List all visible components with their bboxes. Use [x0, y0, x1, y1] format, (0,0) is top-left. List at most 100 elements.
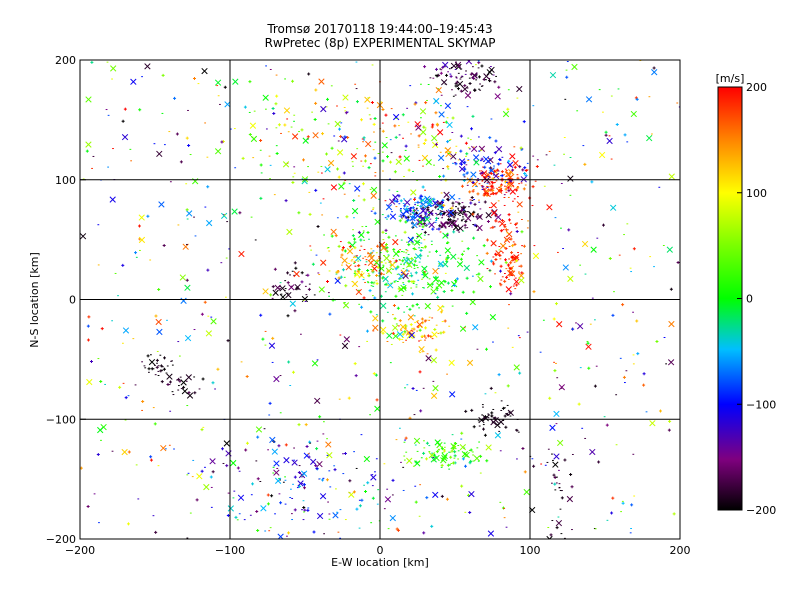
data-point [422, 125, 426, 129]
data-point [160, 444, 167, 452]
data-point [488, 285, 492, 289]
data-point [519, 146, 523, 150]
data-point [437, 304, 444, 312]
data-point [549, 533, 553, 537]
data-point [230, 459, 237, 467]
data-point [506, 107, 510, 111]
data-point [345, 264, 352, 271]
data-point [503, 225, 507, 229]
data-point [418, 328, 422, 332]
data-point [555, 526, 559, 530]
data-point [144, 63, 151, 70]
data-point [642, 383, 646, 387]
data-point [394, 259, 398, 263]
data-point [314, 188, 318, 192]
data-point [570, 551, 576, 557]
data-point [443, 280, 447, 284]
data-point [344, 284, 348, 288]
data-point [461, 290, 465, 294]
data-point [610, 204, 617, 211]
data-point [275, 94, 279, 98]
data-point [283, 107, 291, 114]
data-point [424, 326, 428, 330]
data-point [426, 334, 430, 338]
data-point [285, 291, 292, 299]
data-point [490, 185, 494, 189]
data-point [511, 168, 515, 172]
data-point [459, 443, 466, 451]
data-point [381, 107, 385, 111]
y-tick-label: 200 [55, 54, 76, 67]
data-point [441, 452, 448, 460]
data-point [186, 392, 194, 399]
data-point [489, 259, 493, 263]
data-point [411, 292, 415, 296]
data-point [386, 214, 390, 218]
data-point [432, 197, 436, 201]
data-point [368, 289, 372, 293]
data-point [408, 209, 412, 213]
data-point [668, 173, 675, 180]
data-point [391, 478, 395, 482]
data-point [430, 456, 437, 463]
y-axis: −200 −100 0 100 200 [46, 54, 86, 546]
data-point [386, 155, 390, 159]
data-point [344, 111, 348, 115]
data-point [469, 448, 473, 452]
data-point [448, 220, 452, 224]
data-point [495, 168, 499, 172]
data-point [286, 271, 290, 275]
data-point [389, 213, 397, 220]
data-point [562, 264, 569, 271]
data-point [515, 283, 519, 287]
data-point [325, 441, 332, 448]
colorbar-tick-label: −100 [746, 398, 776, 411]
data-point [669, 287, 673, 291]
data-point [201, 67, 208, 75]
data-point [452, 224, 460, 231]
data-point [460, 209, 464, 213]
data-point [462, 205, 466, 209]
data-point [485, 444, 492, 451]
data-point [510, 255, 514, 259]
data-point [357, 230, 361, 234]
data-point [506, 231, 513, 238]
data-point [479, 171, 483, 175]
data-point [341, 548, 344, 551]
data-point [451, 201, 455, 205]
data-point [271, 285, 275, 289]
data-point [635, 97, 639, 101]
data-point [473, 88, 477, 92]
data-point [470, 408, 474, 412]
data-point [423, 216, 431, 223]
data-point [330, 228, 337, 235]
data-point [411, 386, 415, 390]
data-point [413, 259, 417, 263]
data-point [440, 206, 444, 210]
data-point [483, 192, 487, 196]
data-point [583, 162, 587, 166]
data-point [593, 384, 597, 388]
data-point [463, 223, 467, 227]
data-point [431, 227, 435, 231]
data-point [372, 122, 376, 126]
data-point [470, 195, 474, 199]
data-point [504, 187, 508, 191]
data-point [375, 273, 379, 277]
data-point [434, 348, 438, 352]
data-point [522, 187, 526, 191]
data-point [532, 252, 540, 260]
data-point [358, 504, 362, 508]
data-point [262, 288, 269, 295]
data-point [436, 129, 444, 136]
data-point [386, 269, 390, 273]
data-point [469, 72, 473, 76]
data-point [407, 314, 415, 321]
data-point [449, 74, 453, 78]
data-point [363, 159, 367, 163]
data-point [440, 494, 444, 498]
data-point [481, 185, 485, 189]
data-point [337, 276, 341, 280]
data-point [382, 275, 389, 283]
data-point [355, 288, 362, 296]
